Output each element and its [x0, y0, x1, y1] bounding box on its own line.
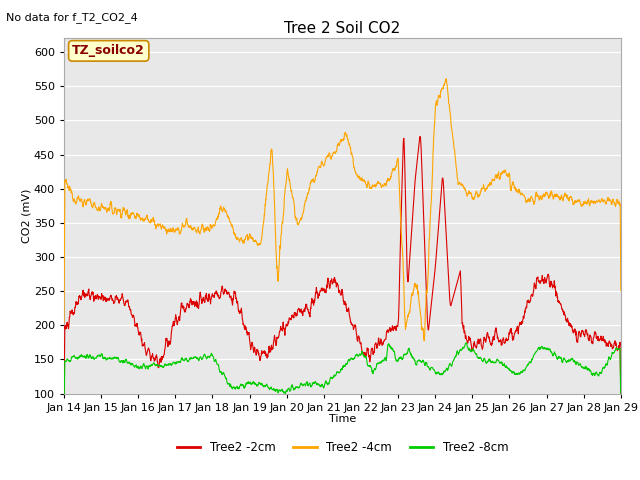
Text: TZ_soilco2: TZ_soilco2 — [72, 44, 145, 58]
Y-axis label: CO2 (mV): CO2 (mV) — [21, 189, 31, 243]
Title: Tree 2 Soil CO2: Tree 2 Soil CO2 — [284, 21, 401, 36]
Legend: Tree2 -2cm, Tree2 -4cm, Tree2 -8cm: Tree2 -2cm, Tree2 -4cm, Tree2 -8cm — [172, 436, 513, 459]
Text: No data for f_T2_CO2_4: No data for f_T2_CO2_4 — [6, 12, 138, 23]
X-axis label: Time: Time — [329, 414, 356, 424]
